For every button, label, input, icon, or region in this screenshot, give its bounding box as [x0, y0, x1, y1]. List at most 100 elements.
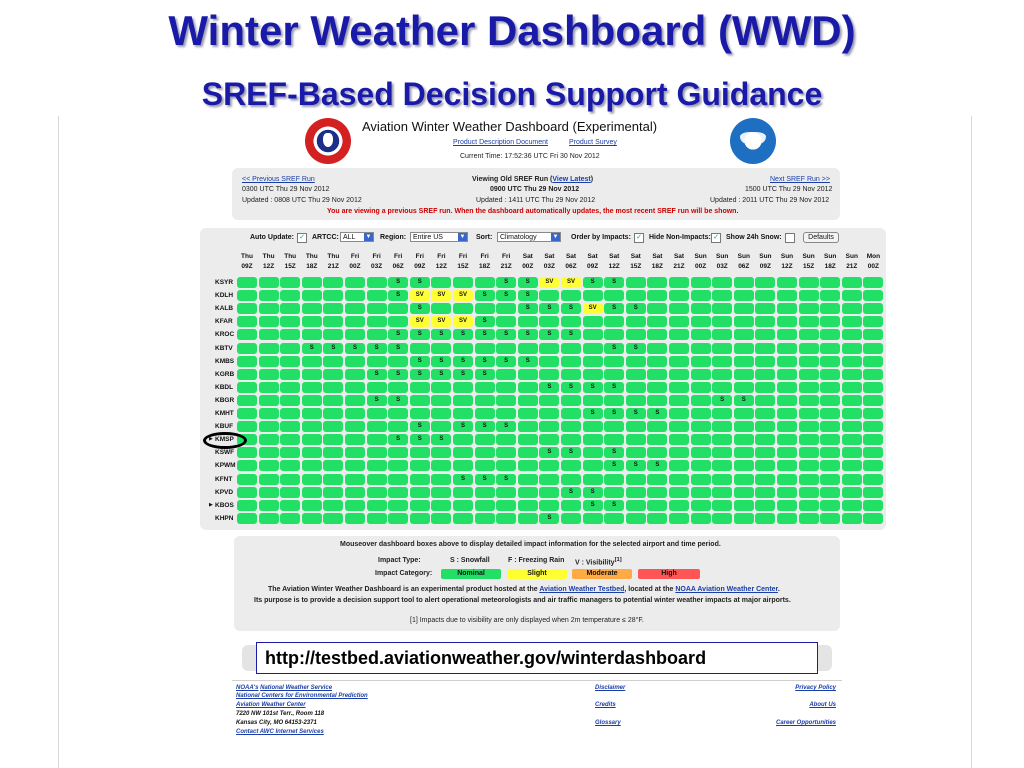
- impact-cell[interactable]: [258, 512, 279, 524]
- impact-cell[interactable]: S: [474, 316, 495, 328]
- impact-cell[interactable]: [539, 460, 560, 472]
- impact-cell[interactable]: [863, 316, 884, 328]
- impact-cell[interactable]: S: [539, 447, 560, 459]
- impact-cell[interactable]: [582, 329, 603, 341]
- impact-cell[interactable]: [345, 421, 365, 433]
- impact-cell[interactable]: S: [561, 329, 581, 341]
- impact-cell[interactable]: [755, 473, 776, 485]
- impact-cell[interactable]: [777, 447, 797, 459]
- impact-cell[interactable]: [561, 316, 581, 328]
- impact-cell[interactable]: [647, 303, 668, 315]
- impact-cell[interactable]: [712, 290, 733, 302]
- auto-update-checkbox[interactable]: ✓: [297, 233, 307, 243]
- about-link[interactable]: About Us: [809, 702, 836, 708]
- impact-cell[interactable]: SV: [539, 277, 560, 288]
- impact-cell[interactable]: [841, 512, 862, 524]
- impact-cell[interactable]: [669, 486, 689, 498]
- impact-cell[interactable]: [755, 460, 776, 472]
- impact-cell[interactable]: S: [474, 368, 495, 380]
- impact-cell[interactable]: [755, 408, 776, 419]
- impact-cell[interactable]: [777, 342, 797, 354]
- impact-cell[interactable]: [582, 434, 603, 446]
- impact-cell[interactable]: [625, 434, 646, 446]
- impact-cell[interactable]: [733, 368, 754, 380]
- impact-cell[interactable]: S: [496, 355, 517, 367]
- impact-cell[interactable]: [388, 499, 409, 511]
- impact-cell[interactable]: [712, 421, 733, 433]
- impact-cell[interactable]: S: [409, 303, 430, 315]
- impact-cell[interactable]: [582, 316, 603, 328]
- impact-cell[interactable]: [625, 290, 646, 302]
- impact-cell[interactable]: [539, 394, 560, 406]
- disclaimer-link[interactable]: Disclaimer: [595, 685, 626, 691]
- impact-cell[interactable]: [323, 473, 344, 485]
- impact-cell[interactable]: [798, 408, 819, 419]
- impact-cell[interactable]: [409, 512, 430, 524]
- impact-cell[interactable]: [301, 368, 322, 380]
- impact-cell[interactable]: S: [366, 342, 387, 354]
- impact-cell[interactable]: S: [388, 394, 409, 406]
- impact-cell[interactable]: [409, 473, 430, 485]
- impact-cell[interactable]: [820, 355, 841, 367]
- impact-cell[interactable]: [863, 303, 884, 315]
- impact-cell[interactable]: [625, 355, 646, 367]
- impact-cell[interactable]: [301, 408, 322, 419]
- impact-cell[interactable]: [712, 303, 733, 315]
- impact-cell[interactable]: [669, 329, 689, 341]
- impact-cell[interactable]: [345, 460, 365, 472]
- impact-cell[interactable]: [777, 290, 797, 302]
- impact-cell[interactable]: [733, 512, 754, 524]
- impact-cell[interactable]: [409, 447, 430, 459]
- impact-cell[interactable]: SV: [453, 316, 473, 328]
- impact-cell[interactable]: [496, 342, 517, 354]
- impact-cell[interactable]: [777, 512, 797, 524]
- impact-cell[interactable]: [431, 460, 452, 472]
- impact-cell[interactable]: S: [625, 342, 646, 354]
- impact-cell[interactable]: [777, 460, 797, 472]
- impact-cell[interactable]: [237, 460, 257, 472]
- impact-cell[interactable]: [712, 381, 733, 393]
- impact-cell[interactable]: [561, 460, 581, 472]
- impact-cell[interactable]: [755, 447, 776, 459]
- impact-cell[interactable]: [496, 381, 517, 393]
- impact-cell[interactable]: S: [323, 342, 344, 354]
- sort-select[interactable]: Climatology ▼: [497, 232, 561, 242]
- impact-cell[interactable]: [539, 473, 560, 485]
- impact-cell[interactable]: [280, 499, 301, 511]
- impact-cell[interactable]: [863, 277, 884, 288]
- impact-cell[interactable]: S: [474, 329, 495, 341]
- impact-cell[interactable]: [604, 368, 625, 380]
- impact-cell[interactable]: [496, 368, 517, 380]
- impact-cell[interactable]: [517, 368, 538, 380]
- impact-cell[interactable]: [453, 512, 473, 524]
- impact-cell[interactable]: [539, 408, 560, 419]
- impact-cell[interactable]: [777, 434, 797, 446]
- impact-cell[interactable]: [669, 408, 689, 419]
- impact-cell[interactable]: [712, 447, 733, 459]
- impact-cell[interactable]: [669, 460, 689, 472]
- impact-cell[interactable]: S: [453, 355, 473, 367]
- impact-cell[interactable]: [237, 421, 257, 433]
- impact-cell[interactable]: [647, 421, 668, 433]
- impact-cell[interactable]: [647, 355, 668, 367]
- impact-cell[interactable]: [863, 342, 884, 354]
- impact-cell[interactable]: [474, 342, 495, 354]
- awc-link[interactable]: NOAA Aviation Weather Center: [675, 586, 778, 593]
- impact-cell[interactable]: [690, 473, 711, 485]
- impact-cell[interactable]: [474, 434, 495, 446]
- impact-cell[interactable]: [366, 303, 387, 315]
- impact-cell[interactable]: [496, 434, 517, 446]
- impact-cell[interactable]: [755, 342, 776, 354]
- impact-cell[interactable]: [561, 394, 581, 406]
- impact-cell[interactable]: [561, 368, 581, 380]
- impact-cell[interactable]: S: [582, 499, 603, 511]
- impact-cell[interactable]: S: [517, 277, 538, 288]
- impact-cell[interactable]: [733, 421, 754, 433]
- impact-cell[interactable]: [820, 486, 841, 498]
- impact-cell[interactable]: SV: [431, 316, 452, 328]
- impact-cell[interactable]: [755, 381, 776, 393]
- impact-cell[interactable]: [604, 486, 625, 498]
- impact-cell[interactable]: [301, 460, 322, 472]
- impact-cell[interactable]: [798, 316, 819, 328]
- impact-cell[interactable]: S: [517, 329, 538, 341]
